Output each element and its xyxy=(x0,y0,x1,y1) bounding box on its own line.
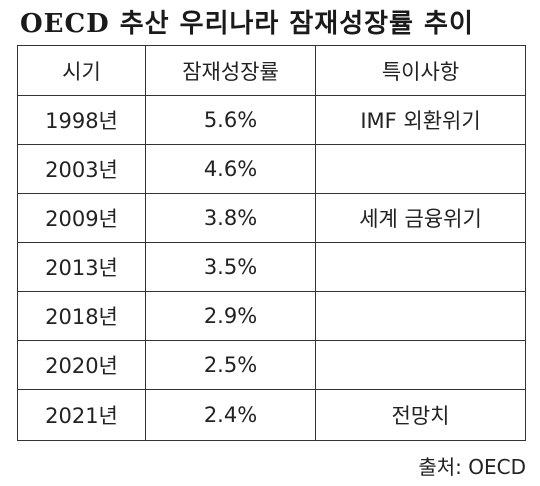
period-cell: 1998년 xyxy=(17,95,146,145)
period-cell: 2013년 xyxy=(17,242,146,292)
period-cell: 2009년 xyxy=(17,193,146,243)
period-cell: 2018년 xyxy=(17,291,146,341)
note-cell: 전망치 xyxy=(315,389,526,441)
period-cell: 2003년 xyxy=(17,144,146,194)
note-cell: 세계 금융위기 xyxy=(315,193,526,243)
table-row: 1998년 5.6% IMF 외환위기 xyxy=(17,95,526,145)
source-note: 출처: OECD xyxy=(418,455,526,479)
growth-rate-cell: 5.6% xyxy=(145,95,316,145)
note-cell: IMF 외환위기 xyxy=(315,95,526,145)
growth-rate-cell: 3.5% xyxy=(145,242,316,292)
table-row: 2013년 3.5% xyxy=(17,242,526,292)
growth-rate-table: 시기 잠재성장률 특이사항 1998년 5.6% IMF 외환위기 2003년 … xyxy=(17,45,526,441)
growth-rate-cell: 2.4% xyxy=(145,389,316,441)
note-cell xyxy=(315,242,526,292)
note-cell xyxy=(315,144,526,194)
table-header-row: 시기 잠재성장률 특이사항 xyxy=(17,45,526,96)
growth-rate-cell: 2.5% xyxy=(145,340,316,390)
growth-rate-cell: 2.9% xyxy=(145,291,316,341)
column-header-notes: 특이사항 xyxy=(315,45,526,96)
table-row: 2009년 3.8% 세계 금융위기 xyxy=(17,193,526,243)
growth-rate-cell: 3.8% xyxy=(145,193,316,243)
period-cell: 2020년 xyxy=(17,340,146,390)
column-header-growth-rate: 잠재성장률 xyxy=(145,45,316,96)
table-row: 2018년 2.9% xyxy=(17,291,526,341)
growth-rate-cell: 4.6% xyxy=(145,144,316,194)
table-row: 2003년 4.6% xyxy=(17,144,526,194)
table-row: 2021년 2.4% 전망치 xyxy=(17,389,526,441)
page-title: OECD 추산 우리나라 잠재성장률 추이 xyxy=(20,9,474,39)
column-header-period: 시기 xyxy=(17,45,146,96)
table-row: 2020년 2.5% xyxy=(17,340,526,390)
note-cell xyxy=(315,340,526,390)
period-cell: 2021년 xyxy=(17,389,146,441)
note-cell xyxy=(315,291,526,341)
